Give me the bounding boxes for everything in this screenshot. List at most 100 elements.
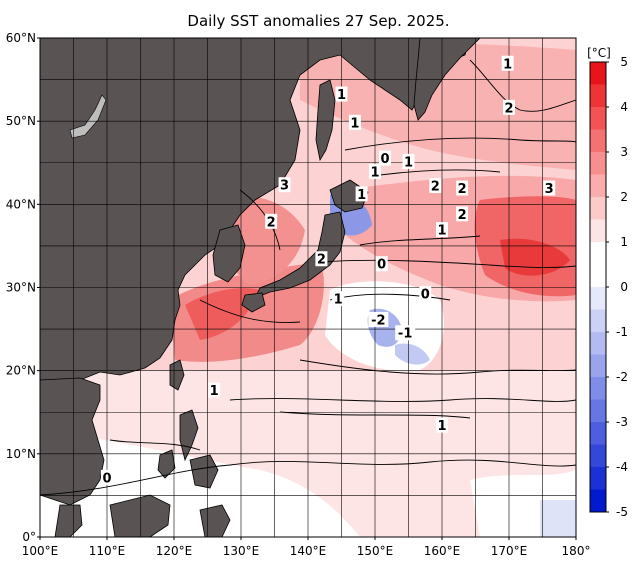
lon-tick-label: 120°E: [156, 544, 193, 558]
lat-tick-label: 50°N: [6, 114, 36, 128]
lon-tick-label: 100°E: [22, 544, 59, 558]
lon-tick-label: 150°E: [357, 544, 394, 558]
contour-label: 1: [334, 293, 343, 308]
colorbar-segment: [590, 422, 606, 445]
contour-label: 1: [337, 88, 346, 103]
contour-label-box: [335, 86, 348, 102]
contour-label-box: [315, 251, 328, 267]
contour-label-box: [456, 180, 469, 196]
contour-label: 1: [437, 419, 446, 434]
colorbar-tick-label: 5: [620, 55, 628, 69]
colorbar-tick-label: 1: [620, 235, 628, 249]
colorbar-segment: [590, 287, 606, 310]
contour-label: -1: [398, 327, 412, 342]
contour-label-box: [419, 286, 432, 302]
colorbar-segment: [590, 242, 606, 265]
colorbar-segment: [590, 107, 606, 130]
contour-label: 2: [431, 180, 440, 195]
colorbar-tick-label: 0: [620, 280, 628, 294]
lat-tick-label: 0°: [22, 530, 36, 544]
contour-label: 0: [102, 471, 111, 486]
colorbar-tick-label: -1: [616, 325, 628, 339]
colorbar-segment: [590, 399, 606, 423]
contour-label: 3: [545, 182, 554, 197]
lon-tick-label: 160°E: [424, 544, 461, 558]
lon-tick-label: 110°E: [89, 544, 126, 558]
contour-label: 0: [381, 152, 390, 167]
lon-tick-label: 170°E: [491, 544, 528, 558]
contour-label-box: [368, 311, 389, 327]
lat-tick-label: 20°N: [6, 364, 36, 378]
contour-label: 1: [404, 155, 413, 170]
colorbar-tick-label: -2: [616, 370, 628, 384]
contour-label: 2: [458, 208, 467, 223]
cold-eddy-region-2: [395, 343, 430, 365]
colorbar-segment: [590, 129, 606, 153]
contour-label: 1: [350, 116, 359, 131]
colorbar-tick-label: -5: [616, 505, 628, 519]
contour-label-box: [456, 206, 469, 222]
contour-label-box: [501, 55, 514, 71]
lat-tick-label: 10°N: [6, 447, 36, 461]
contour-label: 1: [437, 224, 446, 239]
contour-label-box: [278, 177, 291, 193]
contour-label: 1: [357, 188, 366, 203]
colorbar: [589, 61, 607, 513]
colorbar-tick-label: 3: [620, 145, 628, 159]
contour-label-box: [375, 256, 388, 272]
colorbar-segment: [590, 264, 606, 288]
colorbar-segment: [590, 197, 606, 220]
land: [40, 38, 481, 537]
lake-baikal: [69, 94, 107, 139]
colorbar-tick-labels: 5 4 3 2 1 0 -1 -2 -3 -4 -5: [606, 55, 628, 519]
contour-label: 3: [280, 179, 289, 194]
colorbar-segment: [590, 174, 606, 198]
contour-label-box: [429, 178, 442, 194]
contour-label-box: [395, 325, 416, 341]
contour-label-box: [369, 163, 381, 179]
cool-patch-se: [540, 500, 576, 537]
contour-label: 2: [317, 253, 326, 268]
colorbar-segment: [590, 332, 606, 355]
colorbar-segment: [590, 354, 606, 378]
contour-label: 1: [370, 165, 379, 180]
contour-label-box: [355, 186, 368, 202]
contour-label-box: [332, 291, 345, 307]
contour-label: 0: [377, 258, 386, 273]
contour-label-box: [208, 382, 221, 398]
contour-label: 2: [504, 101, 513, 116]
contour-label-box: [543, 180, 556, 196]
contour-label: 1: [210, 384, 219, 399]
contour-label-box: [101, 469, 113, 485]
colorbar-segment: [590, 377, 606, 400]
colorbar-segment: [590, 62, 606, 85]
colorbar-tick-label: -3: [616, 415, 628, 429]
sea-of-japan-warm: [225, 196, 305, 285]
contour-label-box: [402, 153, 415, 169]
lon-tick-label: 140°E: [290, 544, 327, 558]
contour-label-box: [348, 114, 361, 130]
contour-label: 1: [503, 57, 512, 72]
colorbar-tick-label: 4: [620, 100, 628, 114]
contour-label-box: [436, 222, 448, 238]
contour-label-box: [503, 99, 515, 115]
contour-label: -2: [371, 313, 385, 328]
lat-tick-label: 30°N: [6, 281, 36, 295]
contour-label: 0: [421, 288, 430, 303]
colorbar-unit-label: [°C]: [587, 46, 611, 60]
colorbar-segment: [590, 444, 606, 468]
contour-label: 2: [458, 182, 467, 197]
colorbar-segment: [590, 309, 606, 333]
contour-label: 2: [267, 215, 276, 230]
contour-label-box: [436, 417, 448, 433]
lon-tick-label: 180°: [562, 544, 591, 558]
colorbar-segment: [590, 467, 606, 490]
colorbar-segment: [590, 489, 606, 513]
lat-tick-label: 60°N: [6, 31, 36, 45]
contour-label-box: [379, 150, 392, 166]
lat-tick-label: 40°N: [6, 197, 36, 211]
contour-label-box: [265, 213, 278, 229]
colorbar-segment: [590, 219, 606, 243]
